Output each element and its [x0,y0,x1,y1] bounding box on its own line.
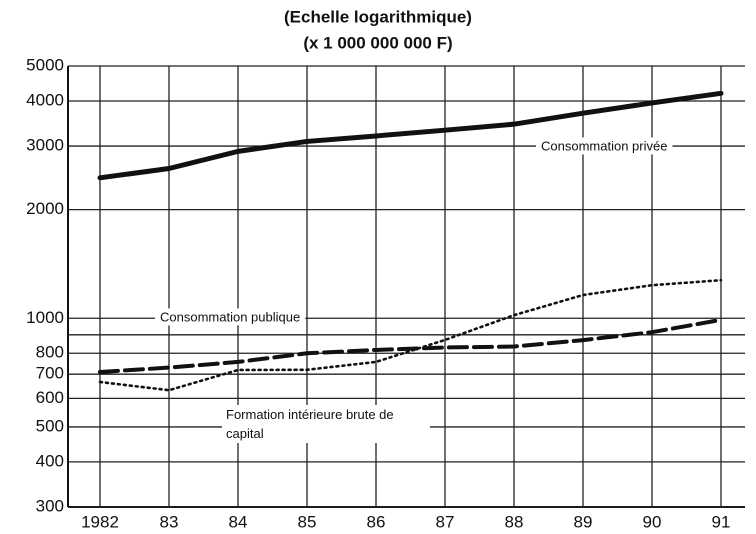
x-tick-label: 83 [160,512,179,531]
y-tick-label: 1000 [26,308,64,327]
y-tick-label: 600 [36,388,64,407]
y-tick-label: 300 [36,496,64,515]
y-tick-label: 500 [36,416,64,435]
x-tick-label: 89 [574,512,593,531]
y-tick-label: 4000 [26,90,64,109]
y-tick-label: 5000 [26,55,64,74]
chart-subtitle: (x 1 000 000 000 F) [303,33,452,52]
label-background [155,308,306,326]
y-tick-label: 2000 [26,199,64,218]
chart-title: (Echelle logarithmique) [284,7,472,26]
x-tick-label: 91 [712,512,731,531]
x-tick-label: 90 [643,512,662,531]
series-label: Consommation privée [541,138,667,153]
series-line [97,90,724,181]
series-label: Formation intérieure brute de capital [222,405,430,443]
y-tick-label: 400 [36,451,64,470]
x-tick-label: 88 [505,512,524,531]
series-label: Consommation publique [160,309,300,324]
y-tick-label: 800 [36,343,64,362]
x-tick-label: 84 [229,512,248,531]
y-tick-label: 700 [36,364,64,383]
x-tick-label: 86 [367,512,386,531]
x-tick-label: 85 [298,512,317,531]
label-background [536,137,673,155]
x-tick-label: 1982 [81,512,119,531]
series-line [98,317,723,374]
x-tick-label: 87 [436,512,455,531]
y-tick-label: 3000 [26,136,64,155]
